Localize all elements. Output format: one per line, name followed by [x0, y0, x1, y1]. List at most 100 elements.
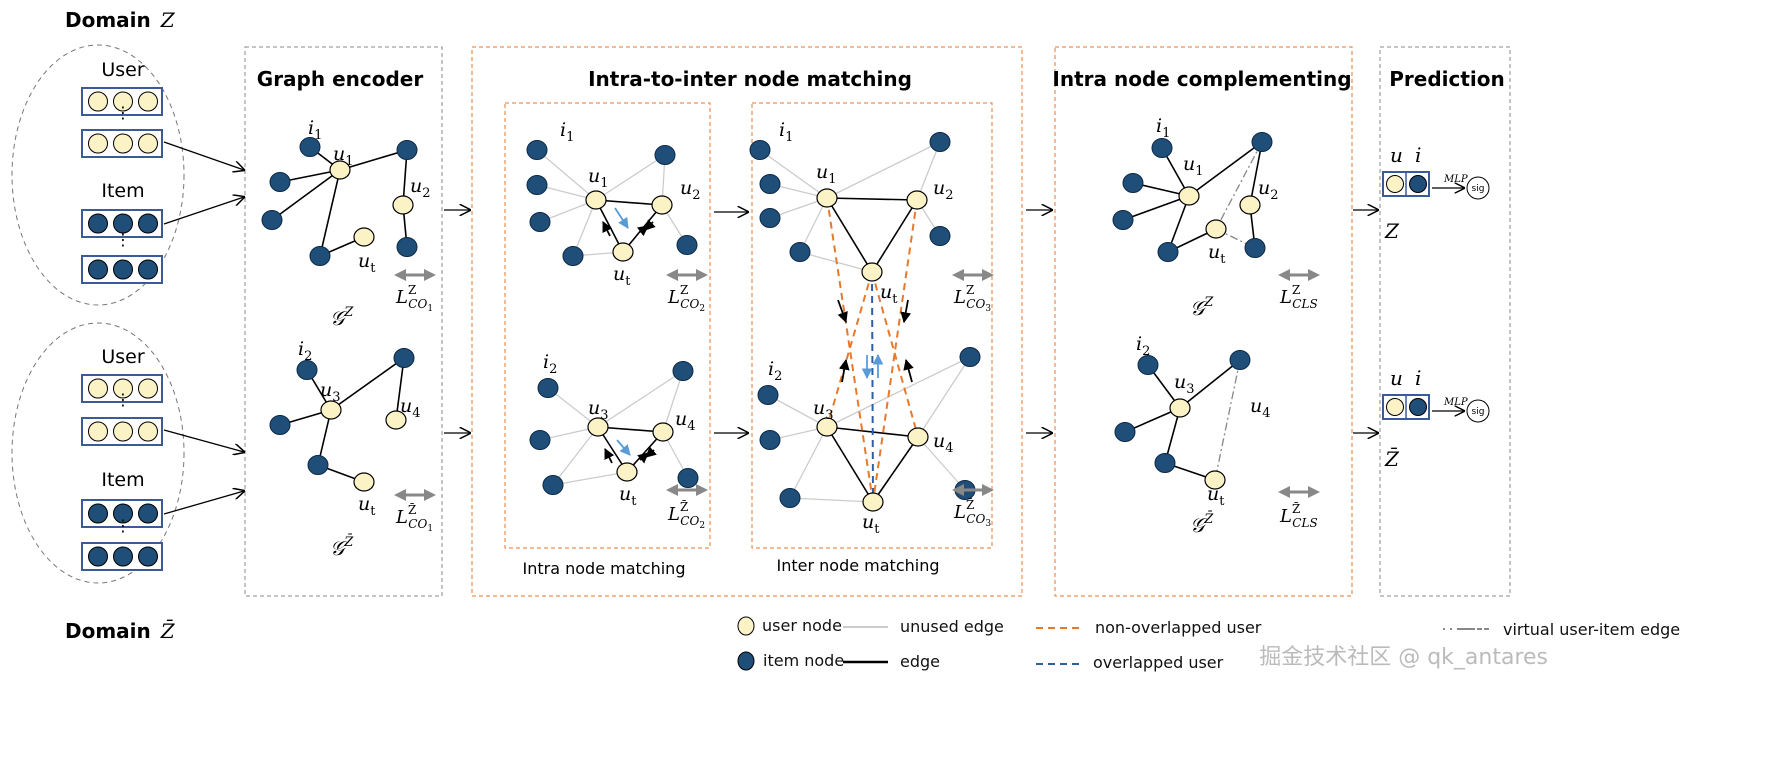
domain-zbar-input-group	[11, 322, 185, 584]
edge	[330, 357, 405, 411]
item-node	[529, 430, 551, 450]
edge	[271, 169, 341, 221]
loss-co3_top: LZ CO3	[953, 283, 991, 314]
node-label-i1: i1	[779, 119, 793, 145]
intra-node-complementing-panel	[1054, 46, 1353, 597]
user-node	[329, 160, 351, 180]
math-part: L	[1279, 287, 1292, 308]
item-node	[672, 361, 694, 381]
item-node	[309, 246, 331, 266]
math-part: CLS	[1292, 297, 1317, 311]
item-node	[261, 210, 283, 230]
legend-user-node-icon	[737, 616, 755, 636]
unused-edge	[662, 370, 684, 433]
intra-to-inter-matching-panel	[471, 46, 1023, 597]
sigmoid-node	[1466, 399, 1490, 423]
item-node	[1151, 138, 1173, 158]
user-node	[585, 190, 607, 210]
graph-encoder-title: Graph encoder	[257, 67, 424, 91]
math-part: u	[1207, 483, 1219, 505]
user-node	[1169, 398, 1191, 418]
user-node-icon	[88, 91, 108, 112]
math-part: 3	[600, 408, 608, 423]
math-part: 2	[304, 349, 312, 364]
user-node	[587, 417, 609, 437]
edge	[1179, 359, 1241, 409]
prediction-title: Prediction	[1389, 67, 1505, 91]
item-node-icon	[88, 259, 108, 280]
item-node	[789, 242, 811, 262]
math-part: u	[880, 281, 892, 303]
flow-arrow	[163, 429, 244, 452]
user-node	[385, 410, 407, 430]
node-label-ut: ut	[1208, 241, 1226, 267]
loss-cls_bottom: LZ̄ CLS	[1279, 501, 1318, 530]
complementing-title: Intra node complementing	[1052, 67, 1351, 91]
math-part: i	[560, 119, 566, 141]
unused-edge	[917, 356, 971, 438]
math-part: 𝒢	[330, 306, 348, 330]
math-part: i	[1136, 333, 1142, 355]
math-part: CO	[966, 512, 985, 526]
unused-edge	[597, 370, 684, 428]
math-part: i	[543, 351, 549, 373]
node-label-ut: ut	[880, 281, 898, 307]
math-part: CO	[408, 297, 427, 311]
item-node	[307, 455, 329, 475]
math-part: 2	[549, 362, 557, 377]
item-node	[299, 137, 321, 157]
math-part: L	[395, 287, 408, 308]
user-node-icon	[138, 91, 158, 112]
node-label-i2: i2	[1136, 333, 1150, 359]
item-node	[1229, 350, 1251, 370]
ellipsis: ⋮	[115, 390, 131, 409]
user-node	[862, 492, 884, 512]
unused-edge	[552, 426, 599, 486]
ellipsis: ⋮	[115, 103, 131, 122]
edge	[597, 426, 664, 433]
matching-direction-arrow	[604, 448, 615, 464]
math-part: 1	[314, 128, 322, 143]
math-part: CO	[680, 297, 699, 311]
math-part: u	[1183, 153, 1195, 175]
intra-node-matching-subpanel	[504, 102, 711, 549]
user-node	[651, 195, 673, 215]
node-label-u1: u1	[333, 143, 354, 169]
domain-symbol: Z	[1384, 219, 1400, 243]
node-label-u2: u2	[680, 177, 701, 203]
math-part: 3	[985, 304, 991, 314]
user-node	[1204, 470, 1226, 490]
math-part: 2	[774, 369, 782, 384]
item-node	[1251, 132, 1273, 152]
sigmoid-label: sig	[1472, 407, 1485, 417]
math-part: i	[779, 119, 785, 141]
node-label-u4: u4	[1250, 395, 1271, 421]
loss-cls_top: LZ CLS	[1279, 283, 1318, 311]
node-label-ut: ut	[358, 493, 376, 519]
node-label-ut: ut	[862, 511, 880, 537]
user-node-icon	[1386, 175, 1404, 193]
item-node	[749, 140, 771, 160]
matching-title: Intra-to-inter node matching	[588, 67, 912, 91]
math-part: Z̄	[1292, 501, 1300, 516]
user-symbol: u	[1390, 366, 1403, 390]
graph-symbol-bottom: 𝒢Z̄	[1190, 511, 1214, 537]
math-part: 1	[600, 176, 608, 191]
math-part: u	[613, 263, 625, 285]
item-node-icon	[113, 503, 133, 524]
matching-direction-arrow	[900, 299, 912, 324]
math-part: u	[410, 175, 422, 197]
inter-node-matching-caption: Inter node matching	[777, 556, 940, 575]
sigmoid-node	[1466, 176, 1490, 200]
user-node	[1178, 186, 1200, 206]
math-part: 3	[985, 519, 991, 529]
user-node	[612, 242, 634, 262]
math-part: u	[680, 177, 692, 199]
item-node	[269, 172, 291, 192]
math-part: t	[874, 522, 880, 537]
user-node	[652, 422, 674, 442]
item-node	[529, 212, 551, 232]
graph-symbol-top: 𝒢Z	[330, 305, 354, 330]
math-part: 1	[1162, 126, 1170, 141]
matching-direction-arrow	[837, 299, 848, 324]
